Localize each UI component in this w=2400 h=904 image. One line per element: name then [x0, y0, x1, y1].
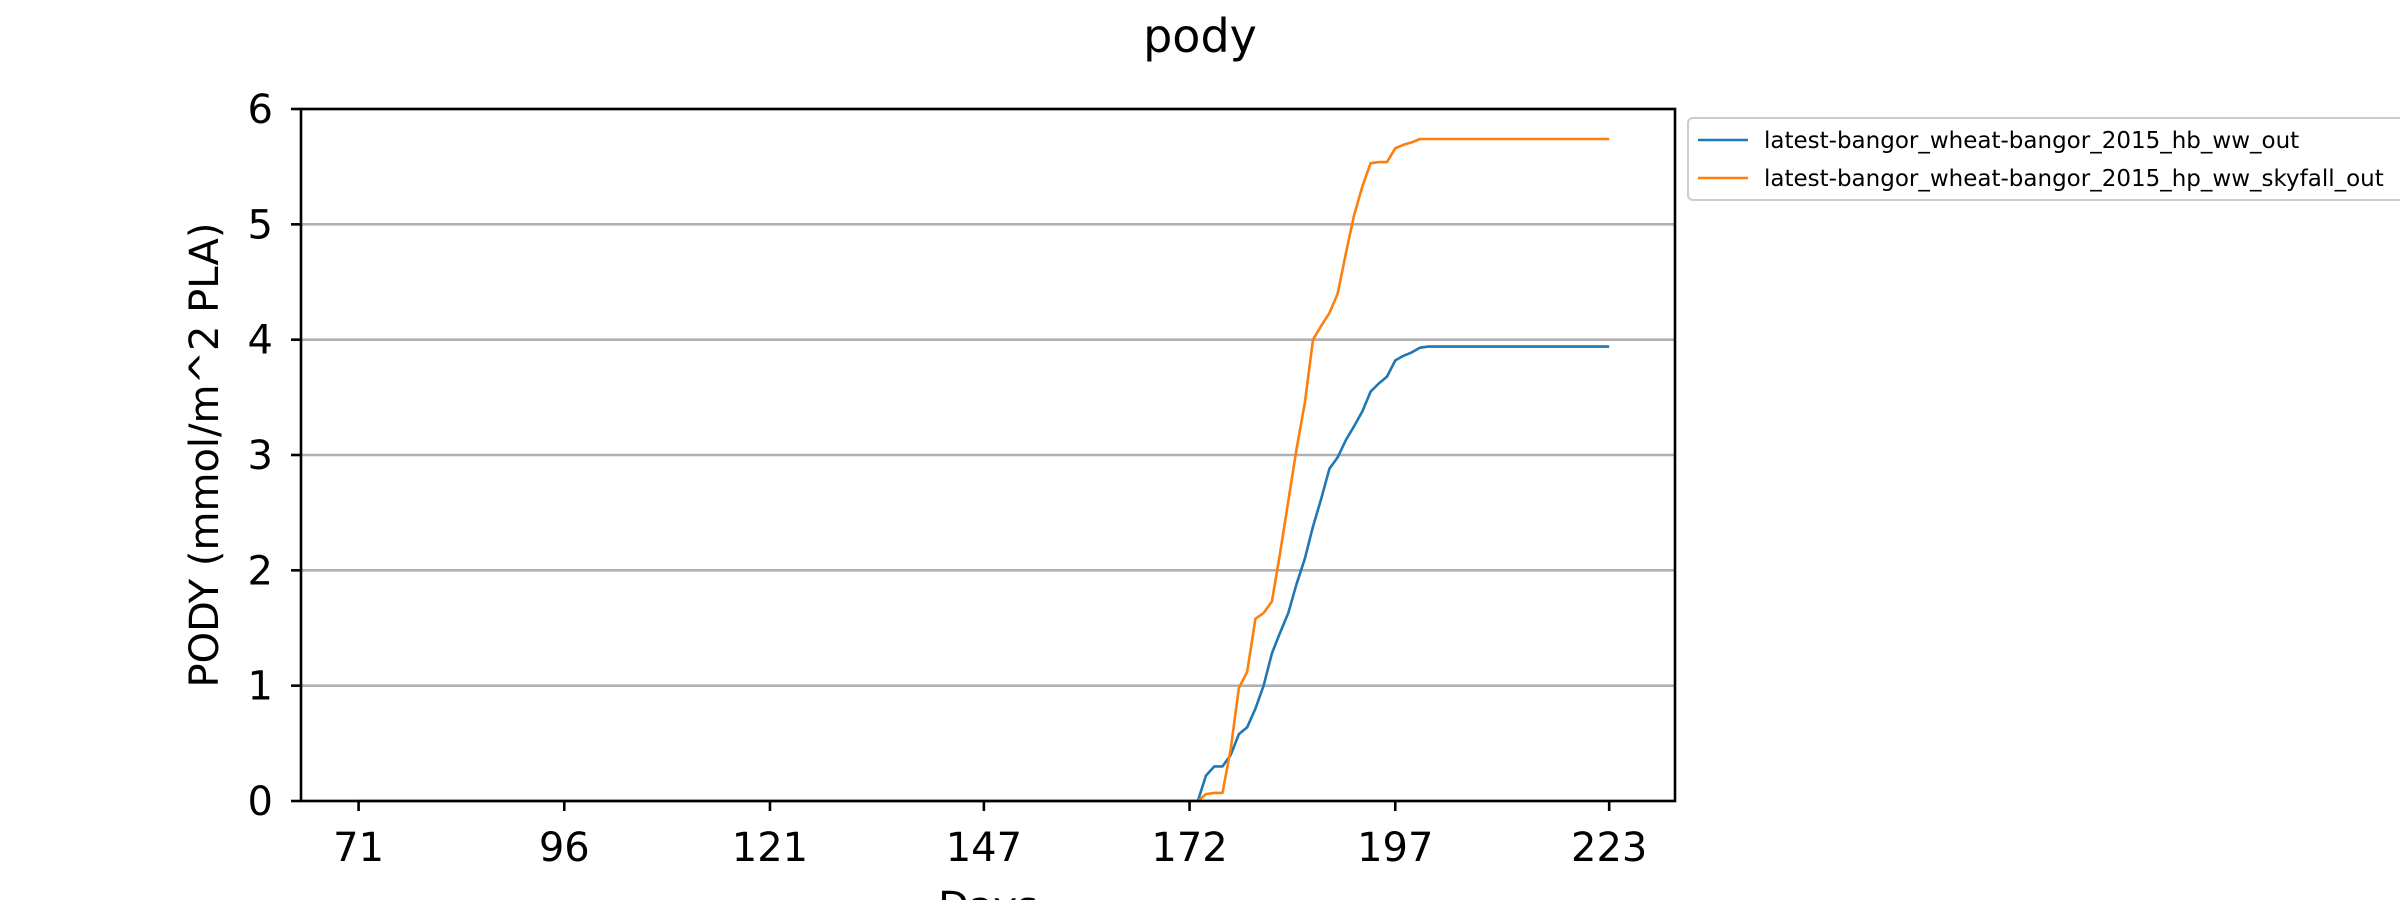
- series-line: [358, 345, 1610, 803]
- y-axis-label: PODY (mmol/m^2 PLA): [182, 223, 228, 688]
- legend-entries: latest-bangor_wheat-bangor_2015_hb_ww_ou…: [1698, 128, 2384, 192]
- x-tick-label: 121: [732, 825, 808, 871]
- y-tick-label: 6: [248, 87, 273, 133]
- y-tick-label: 1: [248, 664, 273, 710]
- series-lines: [358, 137, 1610, 803]
- x-axis-label: Days: [938, 884, 1038, 900]
- legend-label: latest-bangor_wheat-bangor_2015_hp_ww_sk…: [1764, 166, 2384, 192]
- y-tick-label: 5: [248, 202, 273, 248]
- y-tick-label: 4: [248, 318, 273, 364]
- x-tick-label: 147: [946, 825, 1022, 871]
- legend-label: latest-bangor_wheat-bangor_2015_hb_ww_ou…: [1764, 128, 2299, 154]
- x-axis-ticks: 71 96 121 147 172 197 223: [333, 801, 1647, 871]
- y-tick-label: 0: [248, 779, 273, 825]
- x-tick-label: 96: [539, 825, 590, 871]
- legend: latest-bangor_wheat-bangor_2015_hb_ww_ou…: [1687, 117, 2400, 201]
- x-tick-label: 71: [333, 825, 384, 871]
- x-tick-label: 223: [1571, 825, 1647, 871]
- x-tick-label: 197: [1357, 825, 1433, 871]
- y-axis-ticks: 0 1 2 3 4 5 6: [248, 87, 301, 825]
- gridlines: [301, 107, 1675, 803]
- chart-title: pody: [1143, 9, 1257, 63]
- y-tick-label: 3: [248, 433, 273, 479]
- series-line: [358, 137, 1610, 803]
- x-tick-label: 172: [1151, 825, 1227, 871]
- legend-box: [1687, 117, 2400, 201]
- y-tick-label: 2: [248, 548, 273, 594]
